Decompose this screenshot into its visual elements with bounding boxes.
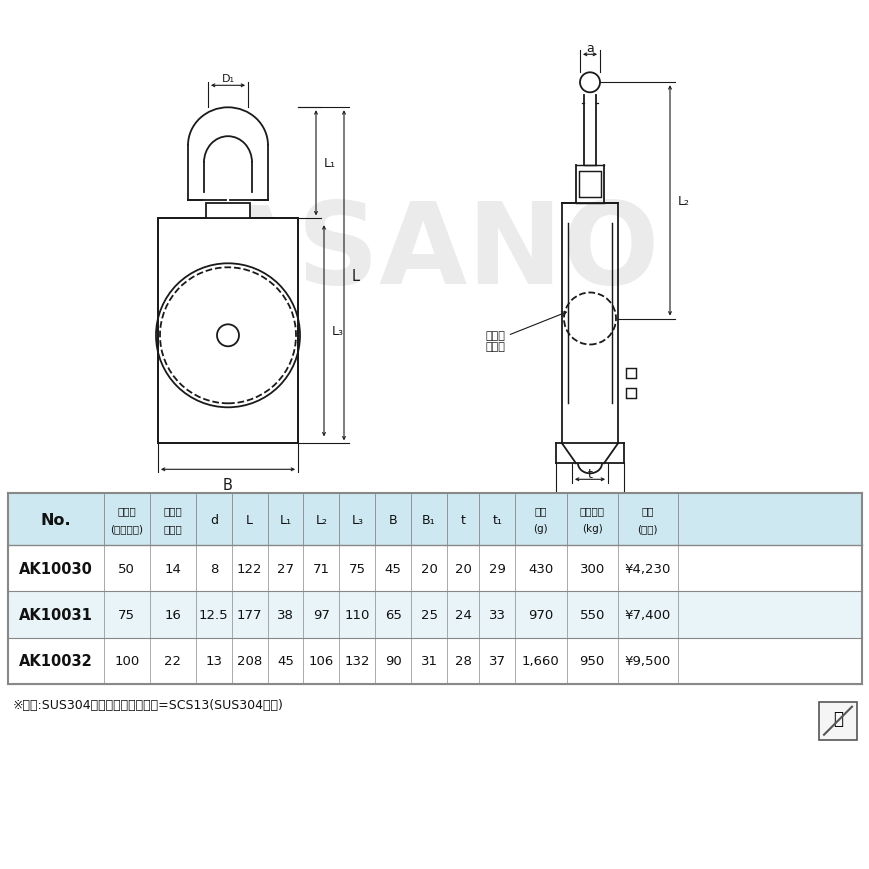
Text: L₁: L₁	[323, 157, 335, 170]
Text: ロープ: ロープ	[163, 506, 182, 515]
Text: B: B	[222, 478, 233, 493]
Text: 12.5: 12.5	[199, 608, 229, 621]
Text: L₂: L₂	[315, 514, 327, 526]
Text: 132: 132	[344, 654, 369, 667]
Text: 20: 20	[420, 562, 437, 575]
Text: D₁: D₁	[222, 74, 235, 84]
Text: 208: 208	[236, 654, 262, 667]
Text: t₁: t₁	[584, 503, 594, 515]
Text: 使用荷重: 使用荷重	[579, 506, 604, 515]
Text: 29: 29	[488, 562, 505, 575]
Text: 97: 97	[313, 608, 329, 621]
Text: ¥4,230: ¥4,230	[624, 562, 670, 575]
Text: ※材質:SUS304　シーブ、スイベル=SCS13(SUS304相当): ※材質:SUS304 シーブ、スイベル=SCS13(SUS304相当)	[13, 698, 283, 711]
Bar	[579, 172, 600, 198]
Bar	[8, 592, 861, 638]
Bar	[8, 494, 861, 546]
Bar	[158, 219, 298, 444]
Text: (kg): (kg)	[581, 524, 602, 534]
Text: 37: 37	[488, 654, 505, 667]
Text: 45: 45	[384, 562, 401, 575]
Text: 430: 430	[527, 562, 553, 575]
Bar	[186, 196, 269, 206]
Text: 8: 8	[209, 562, 218, 575]
Text: ¥7,400: ¥7,400	[624, 608, 670, 621]
Text: 13: 13	[205, 654, 222, 667]
Text: t: t	[587, 468, 592, 481]
Text: 71: 71	[313, 562, 329, 575]
Text: t: t	[461, 514, 465, 526]
Text: 価格: 価格	[640, 506, 653, 515]
Text: 20: 20	[454, 562, 471, 575]
Bar	[158, 219, 298, 444]
Text: ASANO: ASANO	[209, 196, 660, 308]
Text: 45: 45	[277, 654, 294, 667]
Text: (g): (g)	[533, 524, 547, 534]
Text: 22: 22	[164, 654, 181, 667]
Text: AK10032: AK10032	[19, 653, 93, 668]
Text: 33: 33	[488, 608, 505, 621]
Text: 106: 106	[308, 654, 334, 667]
Bar	[626, 388, 635, 399]
Bar	[818, 702, 856, 740]
Text: 65: 65	[384, 608, 401, 621]
Text: AK10030: AK10030	[19, 561, 93, 576]
Text: 重量: 重量	[534, 506, 547, 515]
Text: t₁: t₁	[492, 514, 501, 526]
Text: (シーブ径): (シーブ径)	[110, 524, 143, 534]
Text: ロープ
最大径: ロープ 最大径	[485, 312, 566, 352]
Text: 970: 970	[527, 608, 553, 621]
Text: B₁: B₁	[421, 514, 435, 526]
Text: 75: 75	[348, 562, 365, 575]
Text: 24: 24	[454, 608, 471, 621]
Text: (税抜): (税抜)	[637, 524, 657, 534]
Text: 最大径: 最大径	[163, 524, 182, 534]
Text: L: L	[352, 269, 360, 283]
Text: No.: No.	[41, 512, 71, 527]
Text: d: d	[209, 514, 217, 526]
Text: 177: 177	[236, 608, 262, 621]
Text: L₁: L₁	[279, 514, 291, 526]
Text: 75: 75	[118, 608, 135, 621]
Text: 38: 38	[277, 608, 294, 621]
Text: AK10031: AK10031	[19, 607, 93, 622]
Text: a: a	[586, 42, 594, 55]
Text: 27: 27	[276, 562, 294, 575]
Text: サイズ: サイズ	[117, 506, 136, 515]
Text: 28: 28	[454, 654, 471, 667]
Text: 90: 90	[384, 654, 401, 667]
Text: 16: 16	[164, 608, 181, 621]
Bar	[206, 204, 249, 219]
Text: B: B	[388, 514, 397, 526]
Bar	[8, 638, 861, 684]
Text: 25: 25	[420, 608, 437, 621]
Text: 50: 50	[118, 562, 135, 575]
Text: 100: 100	[114, 654, 139, 667]
Text: ¥9,500: ¥9,500	[624, 654, 670, 667]
Bar	[8, 546, 861, 592]
Text: L₃: L₃	[351, 514, 363, 526]
Text: 122: 122	[236, 562, 262, 575]
Text: 300: 300	[579, 562, 604, 575]
Text: 1,660: 1,660	[521, 654, 559, 667]
Text: 31: 31	[420, 654, 437, 667]
Circle shape	[580, 73, 600, 93]
Text: L₃: L₃	[332, 325, 343, 338]
Text: L₂: L₂	[677, 195, 689, 208]
Text: 📷: 📷	[832, 709, 842, 726]
Text: 110: 110	[344, 608, 369, 621]
Text: 14: 14	[164, 562, 181, 575]
Text: L: L	[246, 514, 253, 526]
Bar	[626, 368, 635, 379]
Text: 950: 950	[579, 654, 604, 667]
Text: 550: 550	[579, 608, 604, 621]
